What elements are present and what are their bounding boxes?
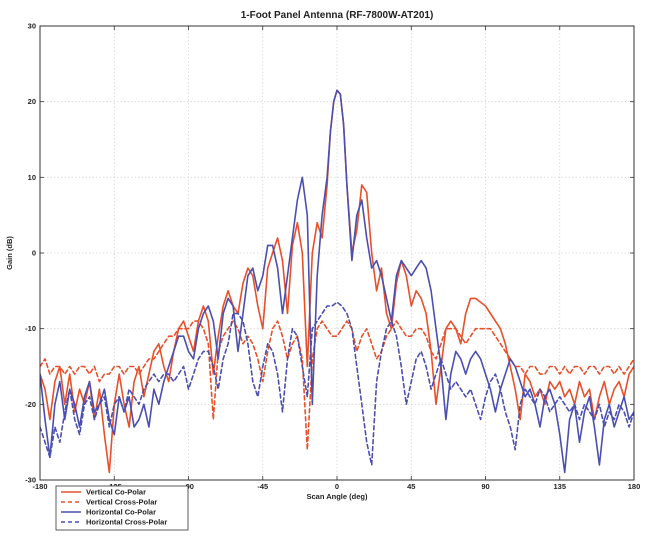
x-tick-label: 45 — [407, 482, 415, 491]
y-tick-label: 10 — [28, 173, 36, 182]
x-tick-label: -45 — [257, 482, 268, 491]
x-tick-label: 135 — [553, 482, 566, 491]
x-axis-label: Scan Angle (deg) — [307, 492, 368, 501]
y-tick-label: 20 — [28, 97, 36, 106]
x-tick-label: -90 — [183, 482, 194, 491]
legend-label: Vertical Cross-Polar — [86, 498, 157, 507]
legend-label: Vertical Co-Polar — [86, 488, 146, 497]
legend-label: Horizontal Cross-Polar — [86, 518, 167, 527]
y-axis-label: Gain (dB) — [5, 236, 14, 270]
y-tick-label: -30 — [25, 476, 36, 485]
chart-title: 1-Foot Panel Antenna (RF-7800W-AT201) — [241, 10, 434, 21]
y-tick-label: 30 — [28, 22, 36, 31]
series-line-vertical-cross-polar — [40, 320, 634, 451]
legend-label: Horizontal Co-Polar — [86, 508, 156, 517]
y-tick-label: -20 — [25, 400, 36, 409]
series-line-horizontal-cross-polar — [40, 301, 634, 466]
x-tick-label: 90 — [481, 482, 489, 491]
x-tick-label: 0 — [335, 482, 339, 491]
series-line-horizontal-co-polar — [40, 89, 634, 474]
x-tick-label: -180 — [32, 482, 47, 491]
y-tick-label: 0 — [32, 249, 36, 258]
y-tick-label: -10 — [25, 324, 36, 333]
series-layer — [40, 89, 634, 474]
x-tick-label: 180 — [628, 482, 641, 491]
